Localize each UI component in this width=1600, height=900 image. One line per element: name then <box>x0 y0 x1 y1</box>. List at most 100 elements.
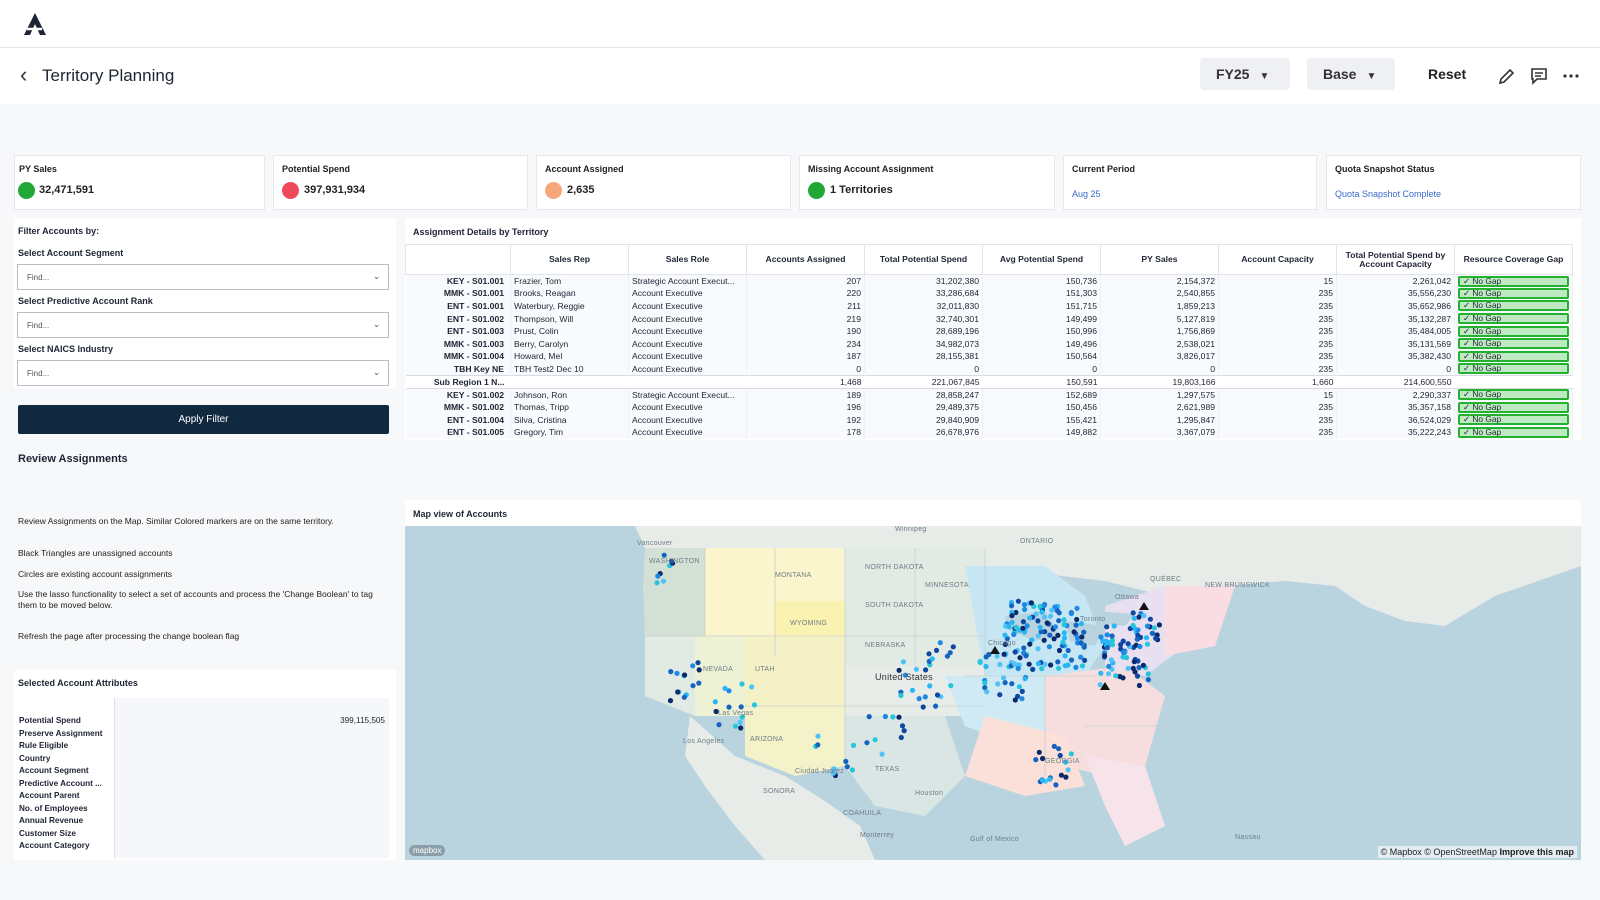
accounts-map[interactable]: United States Winnipeg ONTARIO QUÉBEC MO… <box>405 526 1581 860</box>
account-marker[interactable] <box>1105 671 1112 677</box>
account-marker[interactable] <box>1061 630 1067 636</box>
account-marker[interactable] <box>1062 759 1069 765</box>
account-marker[interactable] <box>1136 682 1142 689</box>
account-marker[interactable] <box>1013 624 1019 630</box>
account-marker[interactable] <box>675 689 681 695</box>
table-row[interactable]: TBH Key NE TBH Test2 Dec 10 Account Execut… <box>405 362 1573 376</box>
table-row[interactable]: KEY - S01.002 Johnson, Ron Strategic Accou… <box>405 388 1573 401</box>
attribution-text[interactable]: © Mapbox © OpenStreetMap <box>1380 847 1497 857</box>
account-marker[interactable] <box>1046 644 1052 650</box>
account-marker[interactable] <box>1047 776 1053 782</box>
account-marker[interactable] <box>1047 632 1053 638</box>
account-marker[interactable] <box>660 578 667 584</box>
account-marker[interactable] <box>655 573 661 579</box>
account-marker[interactable] <box>933 703 939 709</box>
account-marker[interactable] <box>1039 777 1046 783</box>
app-logo-icon[interactable] <box>22 12 48 36</box>
account-marker[interactable] <box>1002 680 1008 686</box>
account-marker[interactable] <box>1052 624 1058 630</box>
column-header[interactable]: Total Potential Spend <box>864 244 983 275</box>
account-marker[interactable] <box>1035 633 1041 639</box>
account-marker[interactable] <box>690 683 696 689</box>
account-marker[interactable] <box>1079 663 1086 669</box>
account-marker[interactable] <box>1001 651 1007 657</box>
account-marker[interactable] <box>1021 645 1027 651</box>
account-marker[interactable] <box>1104 645 1110 651</box>
account-marker[interactable] <box>1111 623 1117 629</box>
account-marker[interactable] <box>1120 649 1127 655</box>
account-marker[interactable] <box>1136 614 1142 620</box>
account-marker[interactable] <box>739 681 745 687</box>
account-marker[interactable] <box>898 692 904 699</box>
account-marker[interactable] <box>1079 634 1085 640</box>
account-marker[interactable] <box>661 552 667 558</box>
account-marker[interactable] <box>982 680 988 686</box>
table-row[interactable]: ENT - S01.004 Silva, Cristina Account Exec… <box>405 413 1573 427</box>
account-marker[interactable] <box>1068 610 1074 617</box>
account-marker[interactable] <box>1048 662 1054 668</box>
unassigned-triangle-marker[interactable] <box>1100 682 1110 690</box>
account-marker[interactable] <box>1033 757 1039 763</box>
apply-filter-button[interactable]: Apply Filter <box>18 405 389 434</box>
account-marker[interactable] <box>947 650 953 656</box>
account-marker[interactable] <box>1055 659 1061 665</box>
account-marker[interactable] <box>1022 606 1028 613</box>
current-period-link[interactable]: Aug 25 <box>1072 189 1101 199</box>
account-marker[interactable] <box>1074 635 1081 641</box>
quota-snapshot-link[interactable]: Quota Snapshot Complete <box>1335 189 1442 199</box>
account-marker[interactable] <box>1153 635 1159 641</box>
account-marker[interactable] <box>1113 673 1119 679</box>
account-marker[interactable] <box>995 681 1001 687</box>
account-marker[interactable] <box>1060 639 1066 645</box>
subtotal-row[interactable]: Sub Region 1 N... 1,468 221,067,845 150,591… <box>405 374 1573 389</box>
account-marker[interactable] <box>1109 637 1115 643</box>
account-marker[interactable] <box>667 698 674 704</box>
account-marker[interactable] <box>1035 661 1041 667</box>
account-marker[interactable] <box>1048 613 1054 619</box>
account-marker[interactable] <box>977 659 983 665</box>
account-marker[interactable] <box>1082 657 1088 663</box>
fiscal-year-select[interactable]: FY25 ▼ <box>1200 58 1290 90</box>
account-marker[interactable] <box>1078 640 1084 646</box>
account-marker[interactable] <box>739 714 745 720</box>
account-marker[interactable] <box>1073 664 1079 670</box>
account-marker[interactable] <box>1117 673 1123 680</box>
account-marker[interactable] <box>1073 622 1079 628</box>
column-header[interactable]: Sales Rep <box>510 244 629 275</box>
table-row[interactable]: KEY - S01.001 Frazier, Tom Strategic Accou… <box>405 274 1573 288</box>
map-attribution[interactable]: © Mapbox © OpenStreetMap Improve this ma… <box>1377 846 1577 858</box>
account-marker[interactable] <box>1098 670 1104 676</box>
more-options-icon[interactable] <box>1561 66 1581 86</box>
account-marker[interactable] <box>1057 752 1063 759</box>
account-marker[interactable] <box>738 704 744 710</box>
account-marker[interactable] <box>1144 641 1151 647</box>
table-row[interactable]: MMK - S01.004 Howard, Mel Account Executiv… <box>405 350 1573 363</box>
account-marker[interactable] <box>899 723 906 729</box>
account-marker[interactable] <box>1141 613 1147 619</box>
account-marker[interactable] <box>1130 610 1136 616</box>
account-marker[interactable] <box>950 644 956 650</box>
edit-pencil-icon[interactable] <box>1497 66 1517 86</box>
account-marker[interactable] <box>937 640 943 646</box>
account-marker[interactable] <box>1130 622 1136 629</box>
account-marker[interactable] <box>983 663 989 670</box>
account-marker[interactable] <box>1145 677 1151 683</box>
account-marker[interactable] <box>1071 629 1077 635</box>
account-marker[interactable] <box>927 683 933 689</box>
account-marker[interactable] <box>1041 614 1047 620</box>
account-marker[interactable] <box>944 653 951 659</box>
account-marker[interactable] <box>749 684 755 690</box>
account-marker[interactable] <box>1130 665 1136 671</box>
account-marker[interactable] <box>1081 629 1087 635</box>
account-marker[interactable] <box>1149 630 1155 636</box>
account-marker[interactable] <box>934 692 941 698</box>
account-marker[interactable] <box>983 654 989 660</box>
account-marker[interactable] <box>1009 613 1015 619</box>
account-marker[interactable] <box>1026 661 1032 667</box>
account-marker[interactable] <box>1104 632 1110 638</box>
account-marker[interactable] <box>1065 767 1071 773</box>
reset-button[interactable]: Reset <box>1428 66 1467 82</box>
account-marker[interactable] <box>1135 632 1141 638</box>
account-marker[interactable] <box>850 742 857 748</box>
account-marker[interactable] <box>1104 624 1110 630</box>
